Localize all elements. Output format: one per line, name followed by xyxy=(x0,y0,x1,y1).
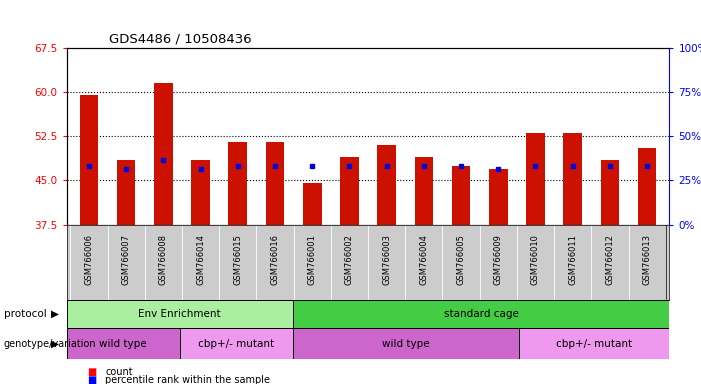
Text: GSM766008: GSM766008 xyxy=(159,233,168,285)
Text: ■: ■ xyxy=(88,375,97,384)
Bar xyxy=(154,83,172,225)
Text: wild type: wild type xyxy=(382,339,430,349)
Bar xyxy=(414,157,433,225)
Bar xyxy=(67,328,179,359)
Text: GSM766002: GSM766002 xyxy=(345,233,354,285)
Text: GSM766003: GSM766003 xyxy=(382,233,391,285)
Bar xyxy=(293,300,669,328)
Text: GSM766007: GSM766007 xyxy=(122,233,130,285)
Text: GSM766006: GSM766006 xyxy=(84,233,93,285)
Bar xyxy=(638,148,656,225)
Text: GSM766014: GSM766014 xyxy=(196,233,205,285)
Bar xyxy=(229,142,247,225)
Bar xyxy=(179,328,293,359)
Text: GSM766009: GSM766009 xyxy=(494,233,503,285)
Bar xyxy=(519,328,669,359)
Text: GSM766015: GSM766015 xyxy=(233,233,243,285)
Text: GDS4486 / 10508436: GDS4486 / 10508436 xyxy=(109,32,252,45)
Text: GSM766005: GSM766005 xyxy=(456,233,465,285)
Bar xyxy=(303,184,322,225)
Text: GSM766011: GSM766011 xyxy=(569,233,577,285)
Text: GSM766013: GSM766013 xyxy=(643,233,652,285)
Bar xyxy=(191,160,210,225)
Text: ▶: ▶ xyxy=(50,339,59,349)
Text: GSM766010: GSM766010 xyxy=(531,233,540,285)
Text: GSM766012: GSM766012 xyxy=(606,233,614,285)
Text: wild type: wild type xyxy=(100,339,147,349)
Text: protocol: protocol xyxy=(4,309,46,319)
Bar xyxy=(80,95,98,225)
Text: ▶: ▶ xyxy=(50,309,59,319)
Text: Env Enrichment: Env Enrichment xyxy=(138,309,221,319)
Text: GSM766016: GSM766016 xyxy=(271,233,280,285)
Bar xyxy=(601,160,619,225)
Text: cbp+/- mutant: cbp+/- mutant xyxy=(556,339,632,349)
Bar xyxy=(266,142,285,225)
Bar xyxy=(526,133,545,225)
Text: cbp+/- mutant: cbp+/- mutant xyxy=(198,339,274,349)
Text: percentile rank within the sample: percentile rank within the sample xyxy=(105,375,270,384)
Bar xyxy=(489,169,508,225)
Bar xyxy=(451,166,470,225)
Text: standard cage: standard cage xyxy=(444,309,519,319)
Bar xyxy=(564,133,582,225)
Text: ■: ■ xyxy=(88,367,97,377)
Bar xyxy=(67,300,293,328)
Bar xyxy=(340,157,359,225)
Bar xyxy=(117,160,135,225)
Bar xyxy=(377,145,396,225)
Text: GSM766004: GSM766004 xyxy=(419,233,428,285)
Text: genotype/variation: genotype/variation xyxy=(4,339,96,349)
Text: GSM766001: GSM766001 xyxy=(308,233,317,285)
Bar xyxy=(293,328,519,359)
Text: count: count xyxy=(105,367,132,377)
